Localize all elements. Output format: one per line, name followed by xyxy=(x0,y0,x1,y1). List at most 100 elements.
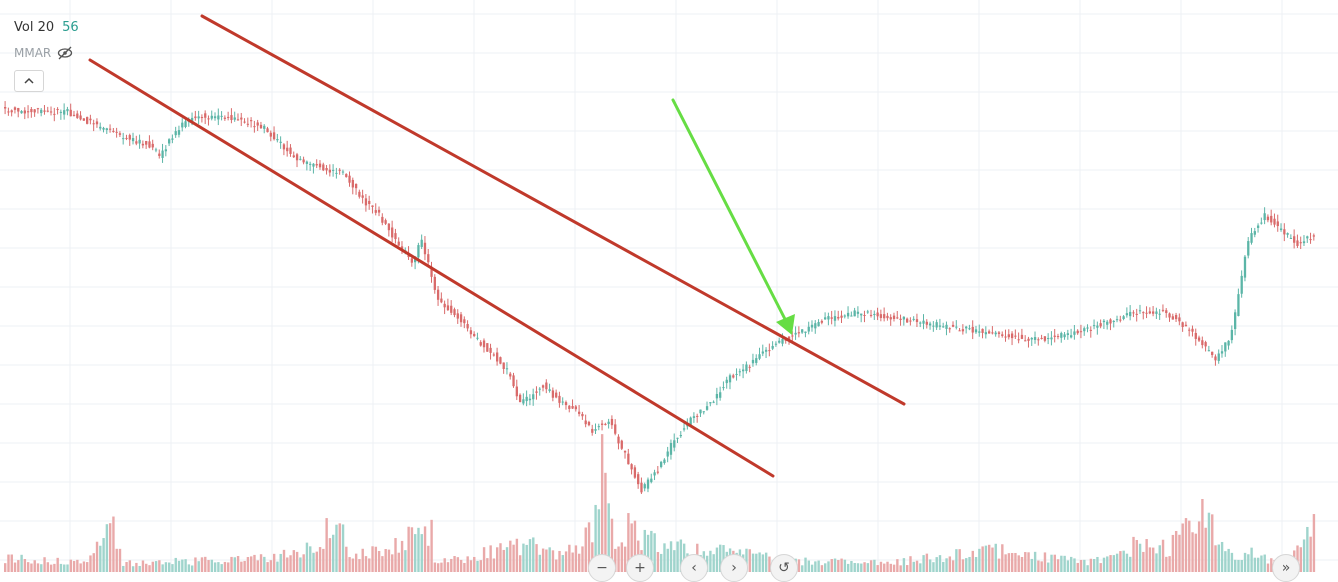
volume-bar xyxy=(443,558,446,572)
volume-bar xyxy=(1263,554,1266,572)
candle-body xyxy=(473,333,476,337)
volume-bar xyxy=(997,558,1001,572)
volume-bar xyxy=(4,563,7,572)
candle-body xyxy=(771,345,774,349)
candle-body xyxy=(1289,237,1293,239)
volume-bar xyxy=(804,557,807,572)
candle-body xyxy=(86,117,89,124)
candle-body xyxy=(1299,242,1302,244)
eye-off-icon[interactable] xyxy=(57,45,73,61)
candle-body xyxy=(555,392,558,398)
candle-body xyxy=(1020,334,1024,339)
collapse-button[interactable] xyxy=(14,70,44,92)
candle-body xyxy=(892,315,896,319)
volume-bar xyxy=(364,556,368,572)
volume-bar xyxy=(863,562,866,572)
volume-bar xyxy=(1063,555,1066,572)
candle-body xyxy=(1276,221,1279,227)
volume-bar xyxy=(423,526,427,572)
chart-nav-button-1[interactable]: + xyxy=(626,554,654,582)
volume-bar xyxy=(1122,550,1125,572)
volume-bar xyxy=(354,553,358,572)
candle-body xyxy=(896,317,899,319)
candle-body xyxy=(876,312,879,317)
candle-body xyxy=(692,416,696,418)
volume-bar xyxy=(233,557,236,572)
candle-body xyxy=(263,125,266,129)
volume-bar xyxy=(745,548,748,572)
chart-nav-button-3[interactable]: › xyxy=(720,554,748,582)
candle-body xyxy=(669,443,673,455)
volume-bar xyxy=(496,547,499,572)
volume-bar xyxy=(115,548,118,572)
candle-body xyxy=(381,216,384,223)
candle-body xyxy=(820,320,824,323)
candle-body xyxy=(20,110,23,114)
candle-body xyxy=(971,326,974,333)
candle-body xyxy=(850,315,853,317)
candle-body xyxy=(430,266,433,277)
candle-body xyxy=(1053,335,1056,337)
volume-bar xyxy=(118,548,122,572)
volume-bar xyxy=(404,550,407,572)
candle-body xyxy=(1197,337,1201,341)
volume-bar xyxy=(991,547,994,572)
volume-bar xyxy=(1247,554,1250,572)
candle-body xyxy=(1050,337,1053,340)
volume-bar xyxy=(63,564,66,572)
candle-body xyxy=(1063,334,1066,338)
volume-bar xyxy=(502,549,505,572)
candle-body xyxy=(92,123,95,125)
candle-body xyxy=(131,138,135,142)
candle-body xyxy=(200,117,204,119)
candle-body xyxy=(46,110,49,112)
candle-body xyxy=(1040,337,1043,339)
volume-bar xyxy=(824,563,827,572)
volume-bar xyxy=(866,563,870,572)
chart-nav-button-4[interactable]: ↺ xyxy=(770,554,798,582)
candle-body xyxy=(656,471,660,473)
volume-bar xyxy=(915,560,919,572)
candle-body xyxy=(1132,312,1135,314)
candle-body xyxy=(637,474,640,485)
volume-bar xyxy=(125,561,128,572)
volume-bar xyxy=(259,554,263,572)
candlestick-series xyxy=(4,101,1316,495)
volume-bar xyxy=(295,551,299,572)
volume-bar xyxy=(190,565,194,572)
chart-nav-button-2[interactable]: ‹ xyxy=(680,554,708,582)
breakout-arrow[interactable] xyxy=(671,98,795,335)
volume-bar xyxy=(436,563,440,572)
volume-bar xyxy=(1106,556,1109,572)
chart-nav-button-0[interactable]: − xyxy=(588,554,616,582)
chart-nav-button-5[interactable]: » xyxy=(1272,554,1300,582)
volume-bar xyxy=(801,565,804,572)
candle-body xyxy=(948,328,951,330)
volume-bar xyxy=(679,539,683,572)
candle-body xyxy=(699,409,702,414)
candle-body xyxy=(315,164,318,166)
candle-body xyxy=(1283,229,1286,235)
lower-trendline[interactable] xyxy=(88,58,775,478)
volume-bar xyxy=(1184,518,1188,572)
volume-bar xyxy=(1040,561,1043,572)
volume-bar xyxy=(282,549,286,572)
candle-body xyxy=(574,406,578,410)
candle-body xyxy=(899,318,902,320)
candle-body xyxy=(879,314,883,318)
upper-trendline[interactable] xyxy=(200,14,906,406)
volume-bar xyxy=(1201,499,1204,572)
candle-body xyxy=(436,289,440,300)
volume-bar xyxy=(430,519,433,572)
volume-bar xyxy=(617,546,620,572)
candle-body xyxy=(666,451,669,457)
volume-bar xyxy=(761,554,765,572)
candle-body xyxy=(1247,241,1250,256)
candle-body xyxy=(591,428,594,433)
volume-bar xyxy=(568,544,571,572)
volume-bar xyxy=(1145,539,1148,572)
candle-body xyxy=(997,332,1001,334)
candle-body xyxy=(184,121,187,127)
volume-bar xyxy=(1132,536,1135,572)
